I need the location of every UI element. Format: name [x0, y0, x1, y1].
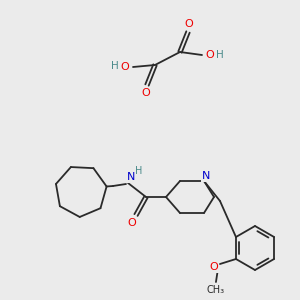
- Text: H: H: [111, 61, 119, 71]
- Text: O: O: [121, 62, 129, 72]
- Text: CH₃: CH₃: [207, 285, 225, 295]
- Text: O: O: [128, 218, 136, 228]
- Text: H: H: [216, 50, 224, 60]
- Text: H: H: [135, 166, 143, 176]
- Text: N: N: [127, 172, 135, 182]
- Text: O: O: [210, 262, 218, 272]
- Text: O: O: [206, 50, 214, 60]
- Text: N: N: [202, 171, 210, 181]
- Text: O: O: [184, 19, 194, 29]
- Text: O: O: [142, 88, 150, 98]
